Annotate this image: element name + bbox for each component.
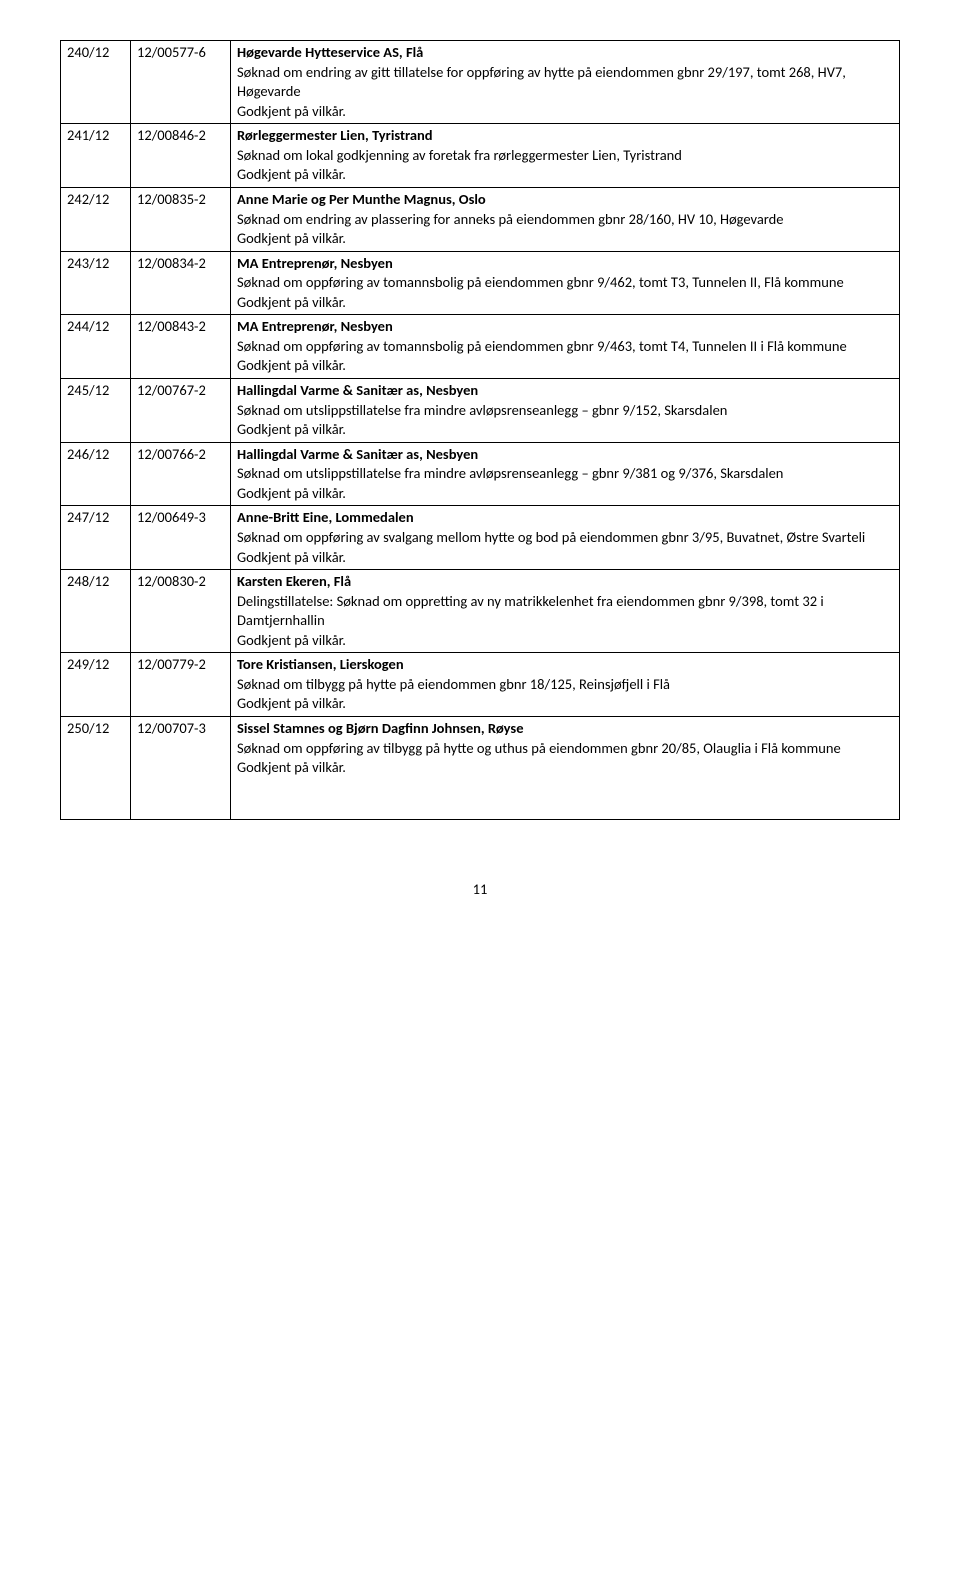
case-status: Godkjent på vilkår. [237, 484, 346, 502]
document-table: 240/1212/00577-6Høgevarde Hytteservice A… [60, 40, 900, 820]
case-status: Godkjent på vilkår. [237, 420, 346, 438]
table-row: 245/1212/00767-2Hallingdal Varme & Sanit… [61, 379, 900, 443]
case-text: Søknad om endring av gitt tillatelse for… [237, 63, 846, 101]
case-status: Godkjent på vilkår. [237, 229, 346, 247]
case-title: MA Entreprenør, Nesbyen [237, 317, 393, 335]
table-row: 250/1212/00707-3 Sissel Stamnes og Bjørn … [61, 717, 900, 820]
case-status: Godkjent på vilkår. [237, 165, 346, 183]
case-description: Hallingdal Varme & Sanitær as, NesbyenSø… [231, 442, 900, 506]
case-title: Hallingdal Varme & Sanitær as, Nesbyen [237, 381, 478, 399]
case-status: Godkjent på vilkår. [237, 293, 346, 311]
ref-number: 12/00843-2 [131, 315, 231, 379]
case-text: Søknad om oppføring av tomannsbolig på e… [237, 337, 847, 355]
case-description: Tore Kristiansen, Lierskogen Søknad om ti… [231, 653, 900, 717]
ref-number: 12/00766-2 [131, 442, 231, 506]
table-row: 241/1212/00846-2Rørleggermester Lien, Ty… [61, 124, 900, 188]
case-text: Søknad om oppføring av tilbygg på hytte … [237, 739, 841, 757]
case-status: Godkjent på vilkår. [237, 102, 346, 120]
case-status: Godkjent på vilkår. [237, 548, 346, 566]
case-title: Anne-Britt Eine, Lommedalen [237, 508, 414, 526]
case-title: Tore Kristiansen, Lierskogen [237, 655, 404, 673]
case-title: Anne Marie og Per Munthe Magnus, Oslo [237, 190, 486, 208]
case-text: Søknad om oppføring av svalgang mellom h… [237, 528, 865, 546]
case-text: Søknad om utslippstillatelse fra mindre … [237, 401, 727, 419]
case-description: MA Entreprenør, Nesbyen Søknad om oppføri… [231, 315, 900, 379]
table-row: 247/1212/00649-3Anne-Britt Eine, Lommeda… [61, 506, 900, 570]
ref-number: 12/00577-6 [131, 41, 231, 124]
case-text: Søknad om lokal godkjenning av foretak f… [237, 146, 682, 164]
table-row: 248/1212/00830-2 Karsten Ekeren, Flå Delin… [61, 570, 900, 653]
ref-number: 12/00779-2 [131, 653, 231, 717]
case-description: MA Entreprenør, NesbyenSøknad om oppføri… [231, 251, 900, 315]
case-number: 249/12 [61, 653, 131, 717]
page-number: 11 [60, 880, 900, 898]
case-number: 248/12 [61, 570, 131, 653]
ref-number: 12/00835-2 [131, 187, 231, 251]
case-text: Delingstillatelse: Søknad om oppretting … [237, 592, 824, 630]
table-row: 243/1212/00834-2MA Entreprenør, NesbyenS… [61, 251, 900, 315]
ref-number: 12/00846-2 [131, 124, 231, 188]
case-number: 250/12 [61, 717, 131, 820]
case-title: Høgevarde Hytteservice AS, Flå [237, 43, 423, 61]
table-row: 249/1212/00779-2Tore Kristiansen, Liersk… [61, 653, 900, 717]
case-number: 247/12 [61, 506, 131, 570]
ref-number: 12/00830-2 [131, 570, 231, 653]
ref-number: 12/00767-2 [131, 379, 231, 443]
case-text: Søknad om oppføring av tomannsbolig på e… [237, 273, 844, 291]
case-description: Høgevarde Hytteservice AS, Flå Søknad om … [231, 41, 900, 124]
case-number: 243/12 [61, 251, 131, 315]
case-description: Sissel Stamnes og Bjørn Dagfinn Johnsen,… [231, 717, 900, 820]
case-description: Anne-Britt Eine, Lommedalen Søknad om opp… [231, 506, 900, 570]
case-status: Godkjent på vilkår. [237, 694, 346, 712]
case-number: 245/12 [61, 379, 131, 443]
case-number: 242/12 [61, 187, 131, 251]
table-row: 244/1212/00843-2 MA Entreprenør, Nesbyen S… [61, 315, 900, 379]
case-title: Sissel Stamnes og Bjørn Dagfinn Johnsen,… [237, 719, 524, 737]
ref-number: 12/00834-2 [131, 251, 231, 315]
table-row: 246/1212/00766-2Hallingdal Varme & Sanit… [61, 442, 900, 506]
case-title: Karsten Ekeren, Flå [237, 572, 351, 590]
ref-number: 12/00707-3 [131, 717, 231, 820]
case-description: Hallingdal Varme & Sanitær as, Nesbyen Sø… [231, 379, 900, 443]
case-title: MA Entreprenør, Nesbyen [237, 254, 393, 272]
case-description: Rørleggermester Lien, Tyristrand Søknad o… [231, 124, 900, 188]
case-number: 246/12 [61, 442, 131, 506]
case-title: Hallingdal Varme & Sanitær as, Nesbyen [237, 445, 478, 463]
case-text: Søknad om tilbygg på hytte på eiendommen… [237, 675, 670, 693]
case-status: Godkjent på vilkår. [237, 356, 346, 374]
case-description: Karsten Ekeren, Flå Delingstillatelse: Sø… [231, 570, 900, 653]
case-text: Søknad om endring av plassering for anne… [237, 210, 784, 228]
case-status: Godkjent på vilkår. [237, 631, 346, 649]
case-number: 240/12 [61, 41, 131, 124]
table-row: 240/1212/00577-6Høgevarde Hytteservice A… [61, 41, 900, 124]
ref-number: 12/00649-3 [131, 506, 231, 570]
table-row: 242/1212/00835-2Anne Marie og Per Munthe… [61, 187, 900, 251]
case-title: Rørleggermester Lien, Tyristrand [237, 126, 433, 144]
case-text: Søknad om utslippstillatelse fra mindre … [237, 464, 783, 482]
case-number: 244/12 [61, 315, 131, 379]
case-status: Godkjent på vilkår. [237, 758, 346, 776]
case-number: 241/12 [61, 124, 131, 188]
case-description: Anne Marie og Per Munthe Magnus, Oslo Søk… [231, 187, 900, 251]
